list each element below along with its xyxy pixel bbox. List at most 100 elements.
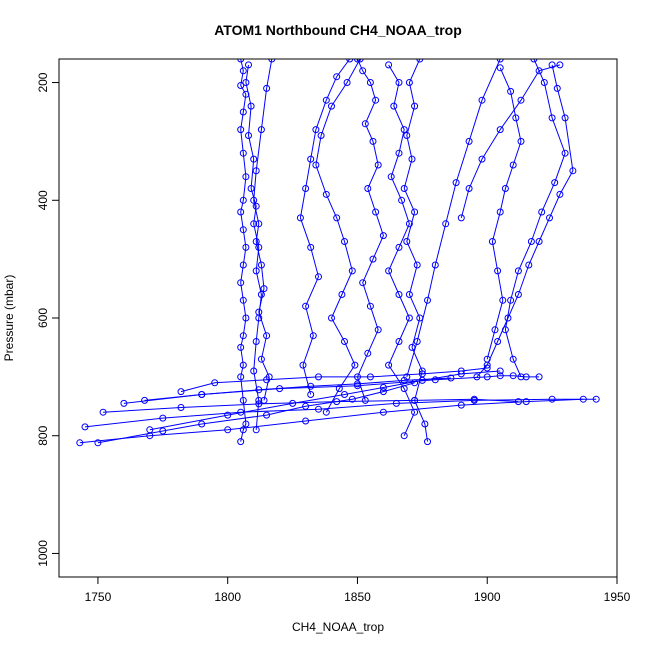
data-point bbox=[496, 372, 504, 380]
data-point bbox=[239, 361, 247, 369]
x-axis: 1750 1800 1850 1900 1950 bbox=[85, 576, 631, 604]
data-point bbox=[247, 102, 255, 110]
data-point bbox=[257, 261, 265, 269]
data-point bbox=[509, 372, 517, 380]
data-point bbox=[341, 238, 348, 245]
data-point bbox=[452, 179, 460, 187]
data-point bbox=[405, 220, 413, 228]
data-point bbox=[141, 396, 149, 404]
data-point bbox=[307, 391, 315, 398]
data-point bbox=[395, 243, 403, 251]
data-point bbox=[307, 155, 315, 163]
data-point bbox=[252, 202, 260, 210]
data-point bbox=[413, 261, 421, 269]
data-point bbox=[431, 376, 439, 384]
data-point bbox=[328, 102, 335, 110]
data-point bbox=[346, 59, 354, 63]
data-point bbox=[315, 273, 322, 281]
data-point bbox=[527, 238, 535, 245]
data-point bbox=[257, 291, 265, 298]
y-tick-label: 400 bbox=[36, 190, 50, 210]
data-point bbox=[211, 379, 219, 387]
data-point bbox=[198, 391, 206, 398]
plot-frame bbox=[58, 58, 618, 578]
data-point bbox=[361, 396, 369, 404]
data-point bbox=[385, 61, 393, 69]
data-point bbox=[315, 373, 322, 381]
data-point bbox=[551, 179, 559, 187]
data-point bbox=[239, 332, 247, 340]
series-layer bbox=[76, 59, 600, 447]
data-point bbox=[457, 367, 465, 375]
data-point bbox=[530, 59, 538, 63]
data-point bbox=[250, 155, 258, 163]
y-tick-label: 1000 bbox=[36, 540, 50, 567]
data-point bbox=[159, 427, 167, 435]
data-point bbox=[421, 420, 429, 428]
data-point bbox=[496, 126, 504, 134]
data-point bbox=[390, 102, 398, 110]
data-point bbox=[252, 338, 260, 345]
data-point bbox=[385, 361, 393, 369]
data-point bbox=[302, 302, 310, 310]
data-point bbox=[592, 395, 600, 403]
data-point bbox=[333, 73, 341, 81]
data-point bbox=[307, 382, 315, 390]
data-point bbox=[366, 302, 374, 310]
data-point bbox=[237, 126, 245, 134]
data-point bbox=[242, 173, 250, 181]
data-point bbox=[517, 96, 525, 104]
data-point bbox=[242, 79, 250, 86]
x-tick-label: 1800 bbox=[214, 590, 241, 604]
data-point bbox=[405, 314, 413, 322]
series-group bbox=[76, 59, 600, 447]
data-point bbox=[478, 96, 486, 104]
data-point bbox=[403, 132, 411, 139]
data-point bbox=[364, 185, 372, 192]
data-point bbox=[159, 414, 167, 422]
data-point bbox=[99, 408, 107, 416]
data-point bbox=[252, 238, 260, 245]
data-point bbox=[322, 408, 330, 416]
data-point bbox=[245, 61, 252, 69]
series-line bbox=[460, 64, 561, 219]
data-point bbox=[239, 67, 247, 75]
data-point bbox=[553, 84, 561, 92]
y-axis-label: Pressure (mbar) bbox=[2, 275, 16, 362]
data-point bbox=[263, 332, 271, 340]
data-point bbox=[494, 267, 502, 275]
data-point bbox=[457, 401, 465, 409]
data-point bbox=[239, 108, 247, 116]
data-point bbox=[224, 411, 232, 419]
data-point bbox=[400, 185, 408, 192]
series-line bbox=[253, 59, 273, 401]
data-point bbox=[348, 395, 356, 403]
data-point bbox=[364, 349, 372, 357]
data-point bbox=[395, 149, 403, 157]
data-point bbox=[255, 243, 263, 251]
data-point bbox=[239, 296, 247, 304]
data-point bbox=[237, 82, 245, 89]
data-point bbox=[387, 173, 395, 181]
data-point bbox=[302, 417, 310, 425]
data-point bbox=[252, 267, 260, 275]
x-tick-label: 1900 bbox=[474, 590, 501, 604]
series-line bbox=[97, 382, 415, 444]
data-point bbox=[496, 208, 504, 216]
data-point bbox=[496, 64, 504, 72]
data-point bbox=[478, 155, 486, 163]
data-point bbox=[491, 326, 499, 334]
data-point bbox=[411, 396, 419, 404]
data-point bbox=[535, 373, 543, 381]
y-tick-label: 200 bbox=[36, 72, 50, 92]
data-point bbox=[418, 370, 426, 378]
data-point bbox=[398, 196, 406, 204]
data-point bbox=[507, 87, 515, 95]
data-point bbox=[354, 59, 361, 63]
data-point bbox=[379, 232, 387, 240]
data-point bbox=[411, 208, 419, 216]
data-point bbox=[385, 267, 393, 275]
data-point bbox=[483, 373, 491, 381]
data-point bbox=[457, 214, 465, 222]
